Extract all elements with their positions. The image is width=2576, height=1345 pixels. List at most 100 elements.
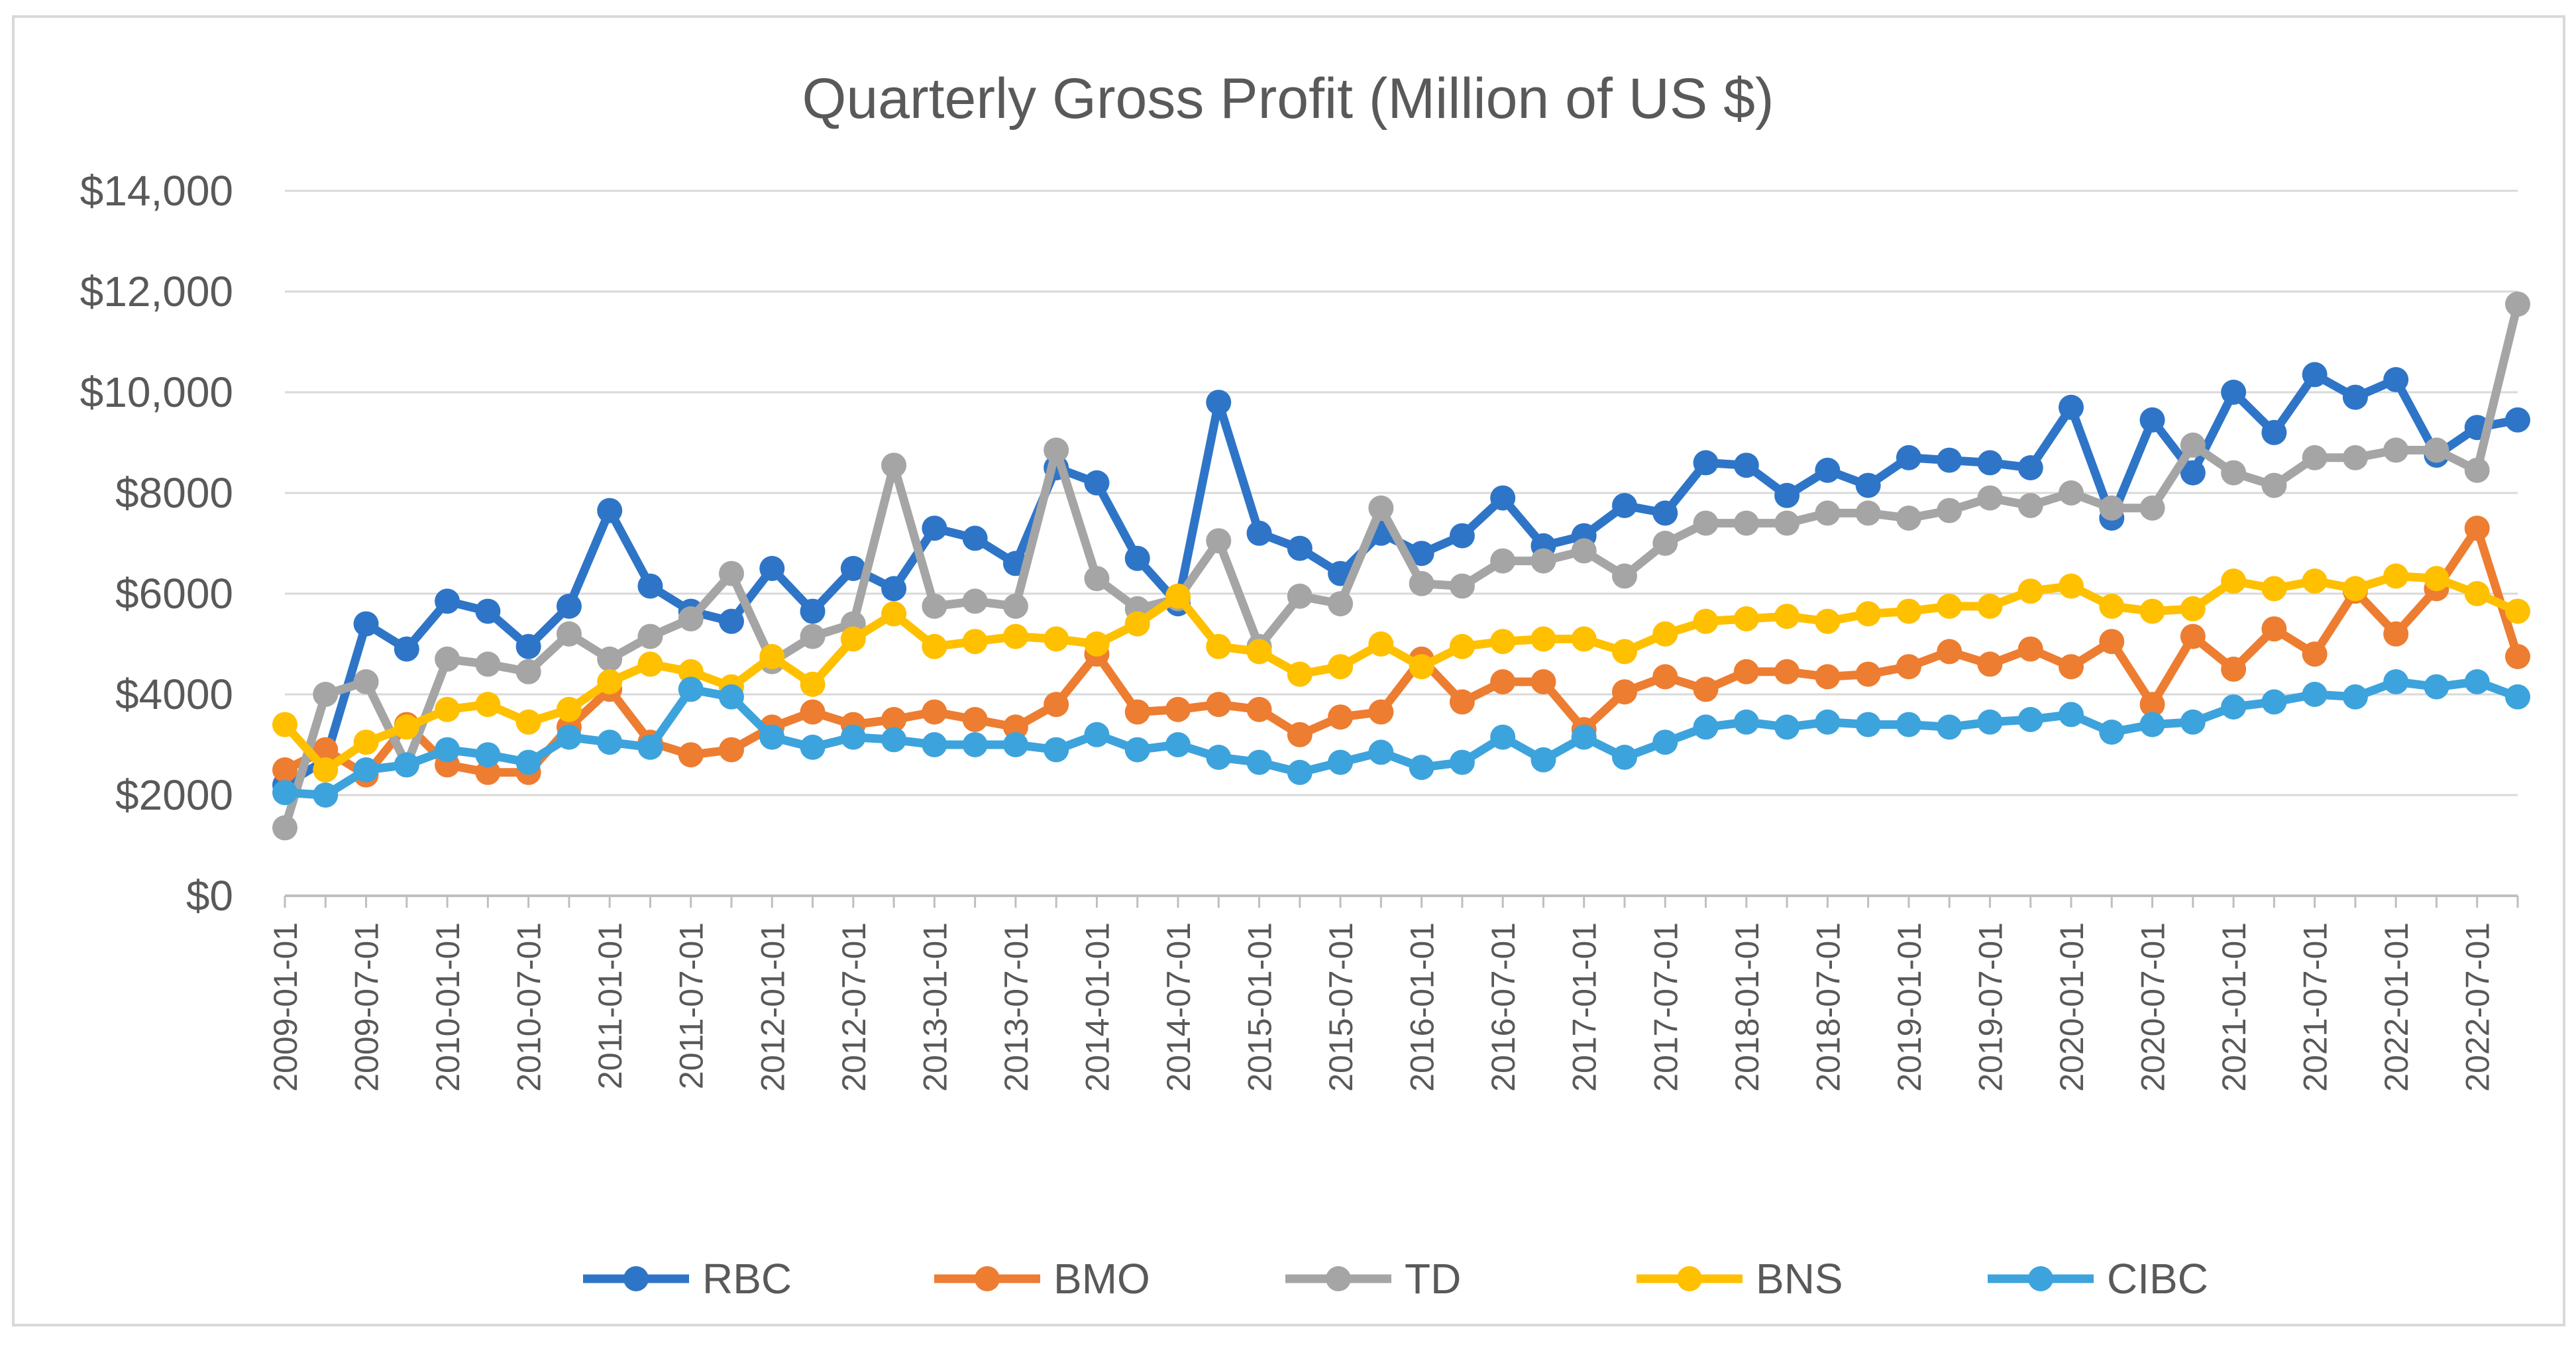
data-point-cibc [2342,684,2368,710]
data-point-td [515,659,541,684]
chart-title: Quarterly Gross Profit (Million of US $) [802,67,1774,131]
legend-label: BMO [1053,1255,1150,1303]
data-point-td [881,453,907,478]
data-point-bmo [1855,661,1881,687]
y-tick-label: $12,000 [80,268,233,315]
data-point-cibc [2180,709,2206,735]
legend: RBC BMO TD BNS CIBC [583,1255,2208,1303]
data-point-cibc [515,749,541,775]
data-point-bns [1612,639,1637,665]
data-point-cibc [1815,709,1841,735]
data-point-cibc [1774,714,1800,740]
x-tick-label: 2018-01-01 [1729,922,1766,1092]
data-point-td [556,621,582,647]
data-point-bns [2139,598,2165,624]
data-point-bmo [2261,616,2287,642]
data-point-bns [1287,661,1313,687]
x-axis: 2009-01-01 2009-07-01 2010-01-01 2010-07-01… [267,896,2519,1092]
data-point-cibc [678,676,704,702]
data-point-bns [1044,626,1069,652]
data-point-rbc [515,633,541,659]
x-tick-label: 2014-01-01 [1079,922,1116,1092]
data-point-bmo [272,757,297,782]
x-tick-label: 2022-01-01 [2378,922,2415,1092]
data-point-cibc [597,729,623,755]
data-point-bns [2261,576,2287,602]
x-tick-label: 2019-07-01 [1972,922,2009,1092]
data-point-bns [1652,621,1678,647]
data-point-cibc [2464,669,2490,694]
data-point-bns [1733,606,1759,631]
y-tick-label: $6000 [115,570,233,618]
data-point-bmo [1206,692,1232,718]
x-tick-label: 2019-01-01 [1891,922,1928,1092]
data-point-cibc [394,752,419,778]
data-point-cibc [1652,729,1678,755]
grid-layer [285,189,2518,897]
data-point-rbc [1124,545,1150,571]
data-point-bmo [881,707,907,732]
data-point-td [272,815,297,841]
data-point-td [2139,495,2165,521]
data-point-bns [2221,568,2247,594]
data-point-cibc [1449,749,1475,775]
x-tick-label: 2020-07-01 [2135,922,2172,1092]
data-point-td [2099,495,2125,521]
data-point-rbc [556,594,582,619]
data-point-td [719,561,744,586]
data-point-bmo [922,699,947,725]
legend-swatch-marker [2028,1266,2053,1291]
legend-item-cibc: CIBC [1988,1255,2208,1303]
data-point-rbc [922,515,947,541]
data-point-td [353,669,379,694]
data-point-rbc [2302,362,2328,388]
data-point-bns [678,659,704,684]
data-point-td [1044,437,1069,463]
data-point-bmo [1896,654,1921,680]
data-point-rbc [353,611,379,637]
data-point-cibc [2139,712,2165,737]
data-point-bns [313,757,339,782]
y-tick-label: $2000 [115,771,233,819]
data-point-cibc [1612,745,1637,770]
data-point-cibc [2017,707,2043,732]
data-point-cibc [1490,724,1516,750]
data-point-rbc [759,556,785,581]
data-point-bns [759,644,785,669]
data-point-td [1449,573,1475,599]
data-point-bns [922,633,947,659]
data-point-bns [1084,631,1110,657]
data-point-bmo [1328,704,1354,730]
data-point-bmo [962,707,988,732]
data-point-bns [2505,598,2530,624]
data-point-bmo [1368,699,1394,725]
data-point-cibc [2383,669,2409,694]
legend-swatch-marker [1326,1266,1351,1291]
data-point-bns [1896,598,1921,624]
y-axis: $0 $2000 $4000 $6000 $8000 $10,000 $12,000 $14,… [80,167,233,920]
data-point-td [1733,510,1759,536]
data-point-bns [962,629,988,655]
x-tick-label: 2011-01-01 [592,922,629,1089]
data-point-cibc [1855,712,1881,737]
data-point-bmo [1815,664,1841,690]
legend-label: RBC [702,1255,792,1303]
y-tick-label: $4000 [115,671,233,718]
data-point-bmo [2099,629,2125,655]
data-point-td [2059,480,2084,506]
x-tick-label: 2012-07-01 [835,922,873,1092]
data-point-bns [272,712,297,737]
data-point-cibc [840,724,866,750]
data-point-bns [435,696,460,722]
data-point-rbc [1693,450,1719,476]
data-point-rbc [1287,535,1313,561]
data-point-bmo [1612,679,1637,705]
data-point-bmo [1774,659,1800,684]
data-point-rbc [881,576,907,602]
data-point-cibc [1530,747,1556,773]
data-point-cibc [759,724,785,750]
data-point-bns [1855,601,1881,627]
data-point-bmo [2221,657,2247,682]
legend-label: CIBC [2107,1255,2208,1303]
data-point-cibc [2261,689,2287,715]
